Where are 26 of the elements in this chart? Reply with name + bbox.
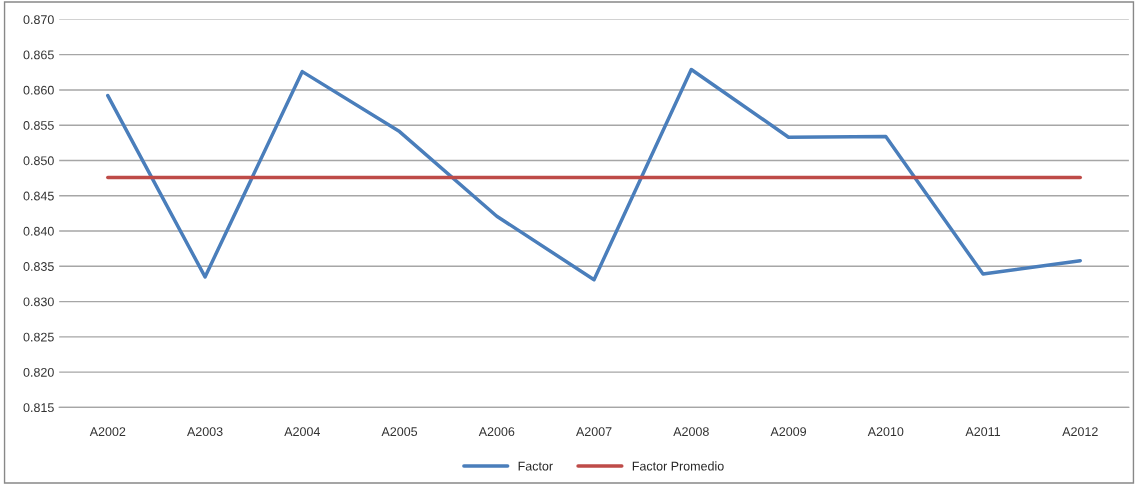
- legend-label: Factor Promedio: [632, 461, 724, 471]
- line-series: [106, 67, 1083, 282]
- x-tick-label: A2006: [478, 427, 515, 437]
- x-tick-label: A2007: [575, 427, 612, 437]
- y-tick-label: 0.845: [23, 191, 54, 201]
- y-tick-label: 0.860: [23, 85, 54, 95]
- y-tick-label: 0.865: [23, 50, 54, 60]
- x-tick-label: A2011: [965, 427, 1001, 437]
- x-tick-label: A2004: [284, 427, 320, 437]
- y-tick-label: 0.830: [23, 297, 54, 307]
- y-tick-label: 0.870: [23, 15, 54, 25]
- x-tick-label: A2002: [89, 427, 126, 437]
- y-tick-label: 0.820: [23, 367, 54, 377]
- x-tick-label: A2009: [770, 427, 807, 437]
- x-tick-label: A2012: [1062, 427, 1098, 437]
- x-tick-label: A2005: [381, 427, 418, 437]
- y-tick-label: 0.825: [23, 332, 54, 342]
- x-tick-label: A2010: [867, 427, 904, 437]
- y-tick-label: 0.850: [23, 156, 54, 166]
- y-tick-label: 0.840: [23, 226, 54, 236]
- x-tick-label: A2008: [673, 427, 709, 437]
- y-tick-label: 0.835: [23, 262, 54, 271]
- y-tick-label: 0.855: [23, 121, 54, 130]
- y-tick-label: 0.815: [23, 403, 54, 413]
- x-tick-label: A2003: [187, 427, 223, 437]
- legend-label: Factor: [518, 461, 553, 471]
